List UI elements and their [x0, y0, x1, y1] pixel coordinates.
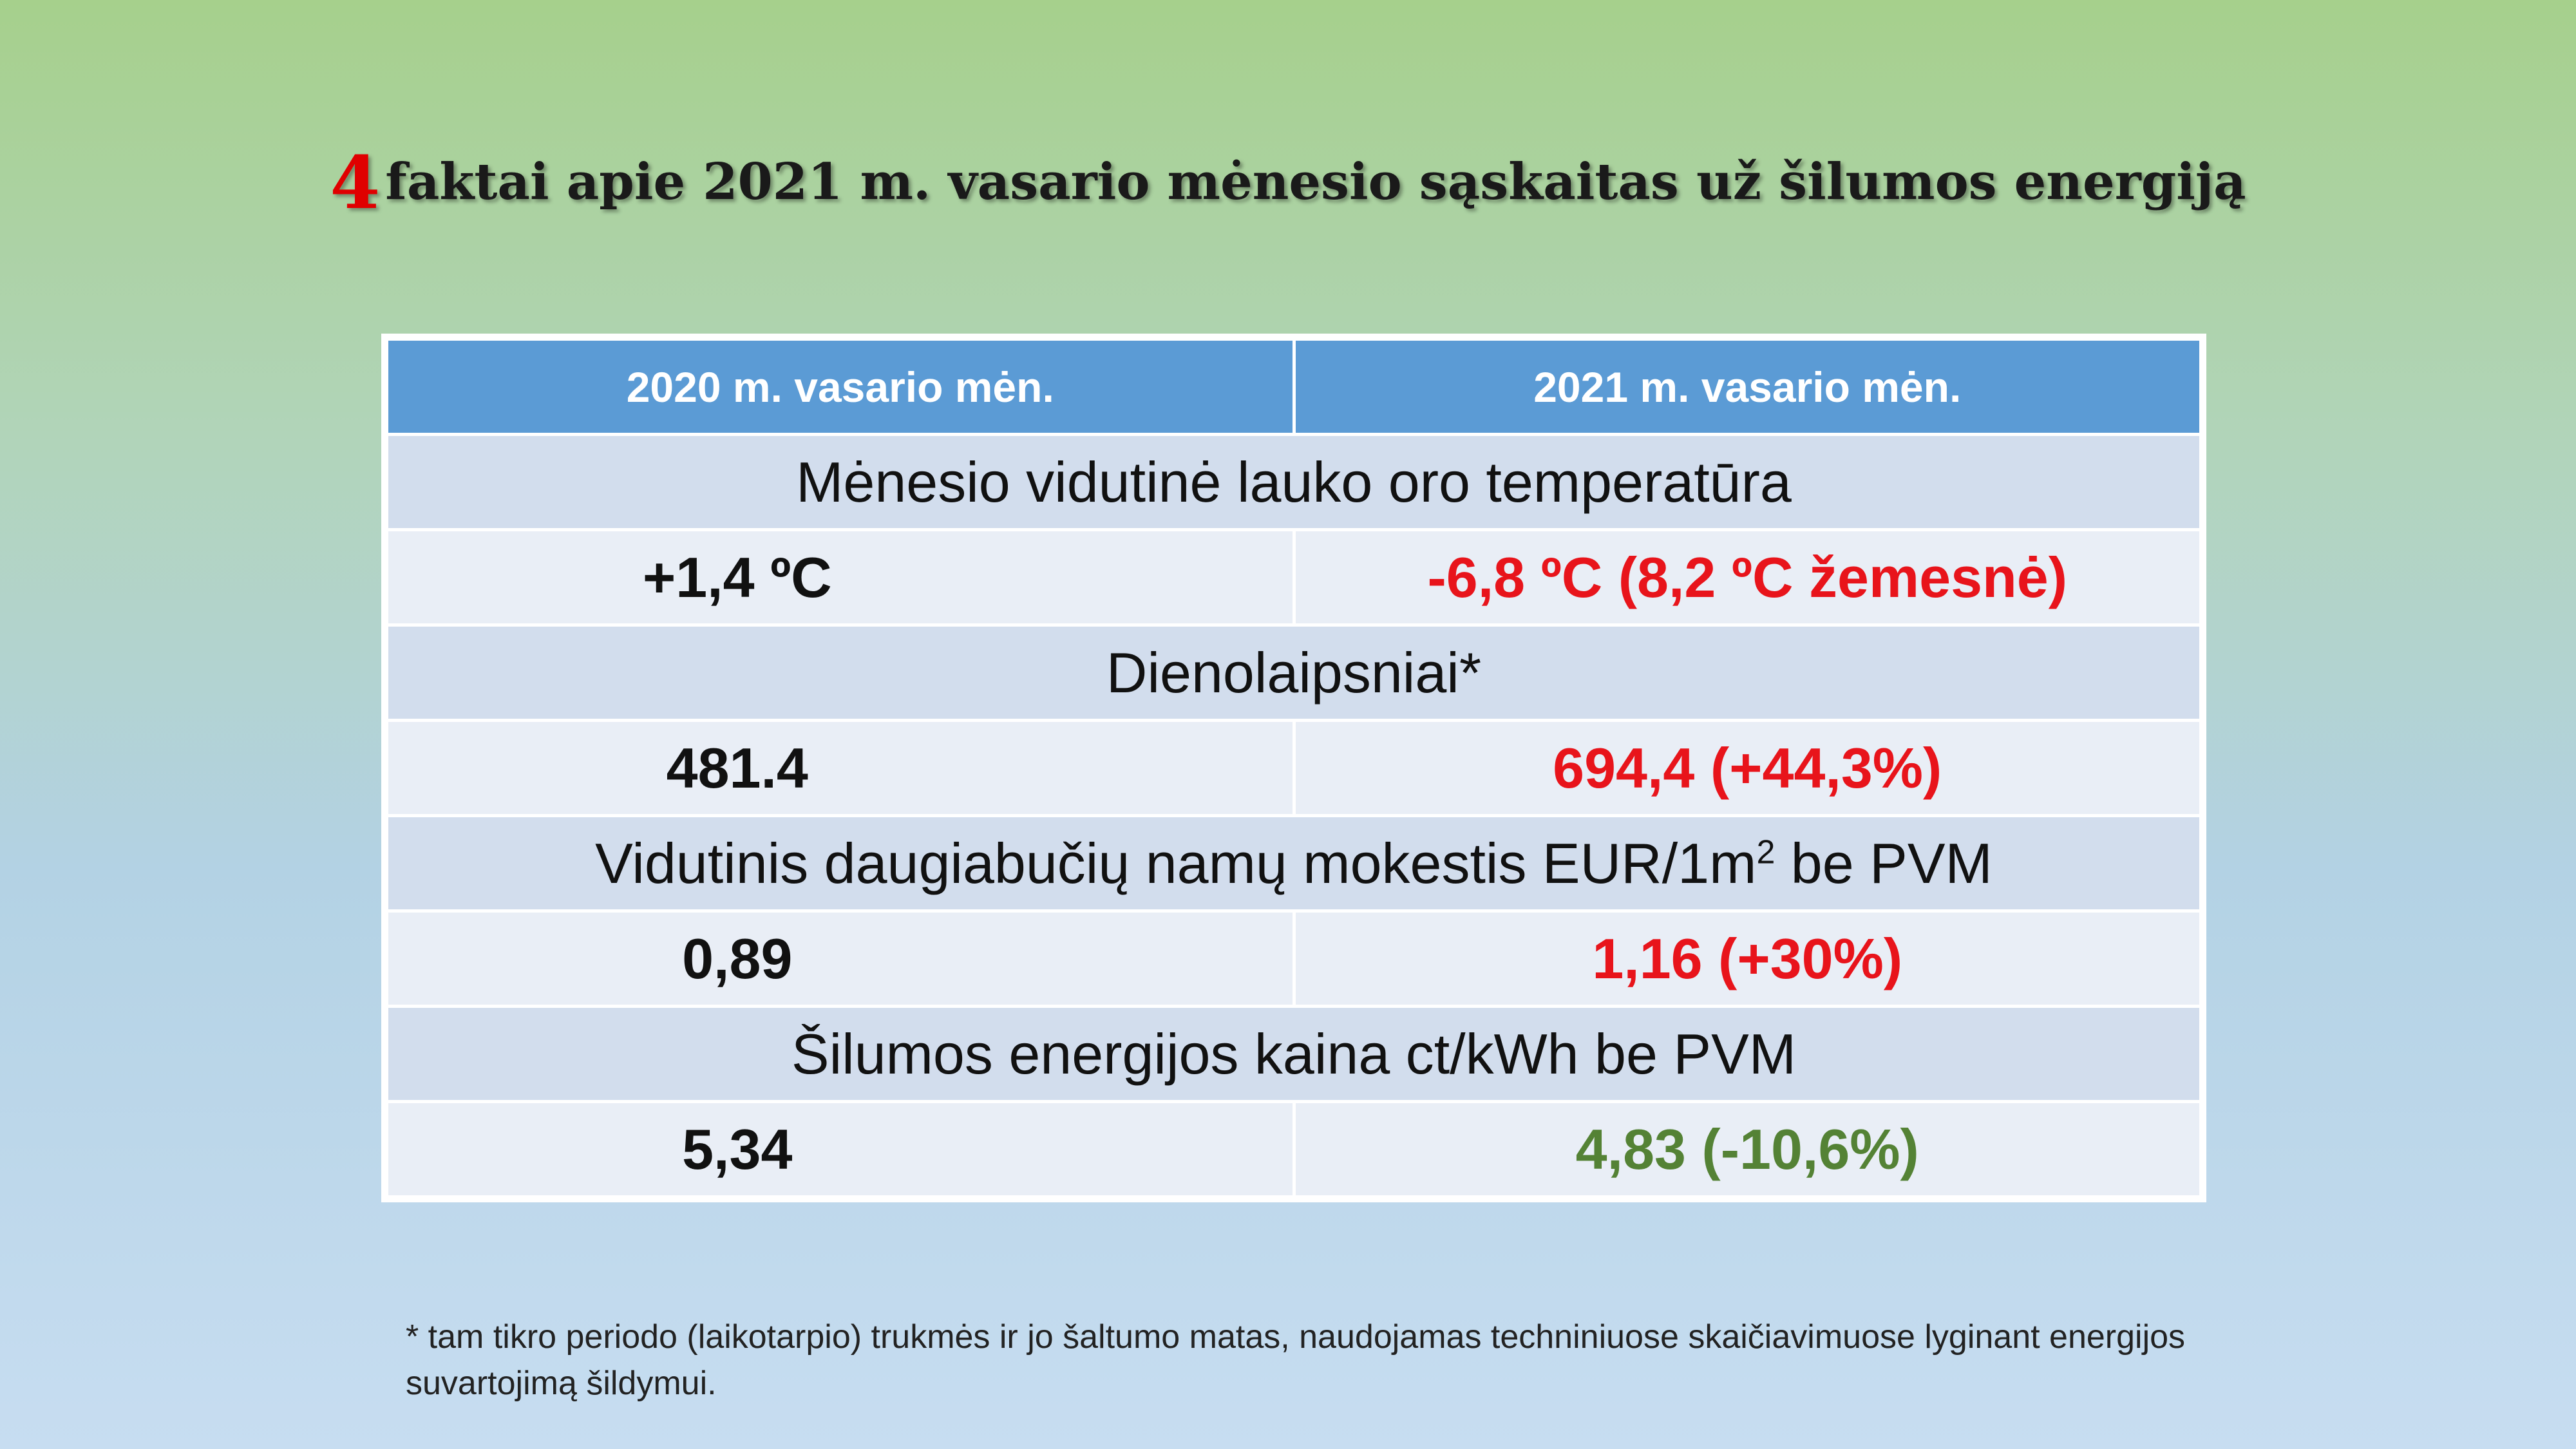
category-label: Dienolaipsniai* — [1106, 640, 1482, 705]
title-number: 4 — [330, 141, 381, 225]
comparison-table: 2020 m. vasario mėn. 2021 m. vasario mėn… — [385, 337, 2202, 1198]
category-label: Vidutinis daugiabučių namų mokestis EUR/… — [595, 831, 1757, 895]
category-temperature: Mėnesio vidutinė lauko oro temperatūra — [385, 433, 2202, 531]
footnote: * tam tikro periodo (laikotarpio) trukmė… — [406, 1318, 2186, 1402]
table-header-row: 2020 m. vasario mėn. 2021 m. vasario mėn… — [385, 337, 2202, 436]
category-label: Mėnesio vidutinė lauko oro temperatūra — [796, 450, 1792, 514]
title-text: faktai apie 2021 m. vasario mėnesio sąsk… — [385, 153, 2246, 211]
slide-title: 4 faktai apie 2021 m. vasario mėnesio sąs… — [0, 132, 2576, 225]
value-2021-temperature: -6,8 ºC (8,2 ºC žemesnė) — [1292, 528, 2202, 627]
category-row: Mėnesio vidutinė lauko oro temperatūra — [385, 433, 2202, 531]
value-2021-heat-price: 4,83 (-10,6%) — [1292, 1100, 2202, 1198]
category-label: Šilumos energijos kaina ct/kWh be PVM — [791, 1021, 1797, 1086]
category-superscript: 2 — [1756, 833, 1776, 871]
category-row: Vidutinis daugiabučių namų mokestis EUR/… — [385, 814, 2202, 913]
value-2021-degree-days: 694,4 (+44,3%) — [1292, 719, 2202, 817]
category-heat-price: Šilumos energijos kaina ct/kWh be PVM — [385, 1005, 2202, 1103]
category-avg-fee: Vidutinis daugiabučių namų mokestis EUR/… — [385, 814, 2202, 913]
values-row: 5,34 4,83 (-10,6%) — [385, 1100, 2202, 1198]
category-label-suffix: be PVM — [1775, 831, 1993, 895]
category-row: Šilumos energijos kaina ct/kWh be PVM — [385, 1005, 2202, 1103]
values-row: +1,4 ºC -6,8 ºC (8,2 ºC žemesnė) — [385, 528, 2202, 627]
values-row: 481.4 694,4 (+44,3%) — [385, 719, 2202, 817]
value-2021-avg-fee: 1,16 (+30%) — [1292, 909, 2202, 1008]
value-2020-avg-fee: 0,89 — [385, 909, 1296, 1008]
value-2020-temperature: +1,4 ºC — [385, 528, 1296, 627]
values-row: 0,89 1,16 (+30%) — [385, 909, 2202, 1008]
category-row: Dienolaipsniai* — [385, 623, 2202, 722]
header-2020: 2020 m. vasario mėn. — [385, 337, 1296, 436]
value-2020-degree-days: 481.4 — [385, 719, 1296, 817]
value-2020-heat-price: 5,34 — [385, 1100, 1296, 1198]
header-2021: 2021 m. vasario mėn. — [1292, 337, 2202, 436]
category-degree-days: Dienolaipsniai* — [385, 623, 2202, 722]
